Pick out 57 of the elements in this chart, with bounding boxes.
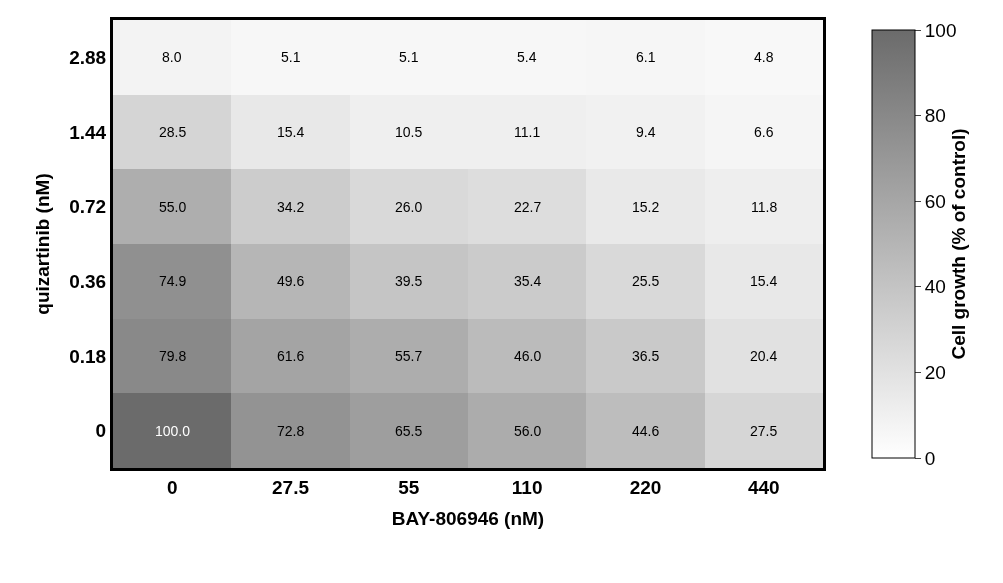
x-axis-title: BAY-806946 (nM) <box>391 507 545 529</box>
data-label: 55.0 <box>159 199 187 215</box>
data-label: 79.8 <box>159 348 187 364</box>
data-label: 44.6 <box>632 423 660 439</box>
color-bar-title: Cell growth (% of control) <box>947 128 969 360</box>
data-label: 28.5 <box>159 124 187 140</box>
data-label: 11.1 <box>514 124 541 140</box>
color-bar-label: 60 <box>924 190 946 212</box>
data-label: 20.4 <box>750 348 778 364</box>
x-tick-label: 27.5 <box>272 476 310 498</box>
data-label: 15.4 <box>277 124 305 140</box>
color-bar-label: 80 <box>924 105 946 127</box>
y-tick-label: 2.88 <box>69 46 107 68</box>
data-label: 26.0 <box>395 199 423 215</box>
data-label: 9.4 <box>636 124 656 140</box>
data-label: 22.7 <box>514 199 542 215</box>
data-label: 15.4 <box>750 273 778 289</box>
x-tick-label: 220 <box>629 476 662 498</box>
data-label: 55.7 <box>395 348 423 364</box>
data-label: 74.9 <box>159 273 187 289</box>
data-label: 100.0 <box>155 423 191 439</box>
data-label: 25.5 <box>632 273 660 289</box>
data-label: 46.0 <box>514 348 542 364</box>
color-bar-label: 40 <box>924 276 946 298</box>
data-label: 65.5 <box>395 423 423 439</box>
data-label: 27.5 <box>750 423 778 439</box>
color-bar-label: 0 <box>924 447 936 469</box>
y-tick-label: 0 <box>95 420 107 442</box>
x-tick-label: 55 <box>398 476 420 498</box>
data-label: 5.1 <box>399 49 419 65</box>
x-tick-label: 440 <box>747 476 780 498</box>
data-label: 10.5 <box>395 124 423 140</box>
y-tick-label: 1.44 <box>69 121 107 143</box>
y-tick-label: 0.72 <box>69 196 107 218</box>
data-label: 15.2 <box>632 199 660 215</box>
data-label: 72.8 <box>277 423 305 439</box>
data-label: 35.4 <box>514 273 542 289</box>
data-label: 56.0 <box>514 423 542 439</box>
x-tick-label: 0 <box>166 476 178 498</box>
x-tick-label: 110 <box>511 476 543 498</box>
y-tick-label: 0.18 <box>69 345 107 367</box>
data-label: 6.1 <box>636 49 656 65</box>
data-label: 5.4 <box>517 49 537 65</box>
data-label: 61.6 <box>277 348 305 364</box>
data-label: 8.0 <box>162 49 182 65</box>
data-label: 34.2 <box>277 199 305 215</box>
y-tick-label: 0.36 <box>69 270 107 292</box>
color-bar-label: 100 <box>924 19 957 41</box>
data-label: 36.5 <box>632 348 660 364</box>
data-label: 39.5 <box>395 273 423 289</box>
data-label: 6.6 <box>754 124 774 140</box>
data-label: 11.8 <box>751 199 778 215</box>
data-label: 4.8 <box>754 49 774 65</box>
data-label: 5.1 <box>281 49 301 65</box>
color-bar-label: 20 <box>924 362 946 384</box>
y-axis-title: quizartinib (nM) <box>32 173 54 315</box>
data-label: 49.6 <box>277 273 305 289</box>
